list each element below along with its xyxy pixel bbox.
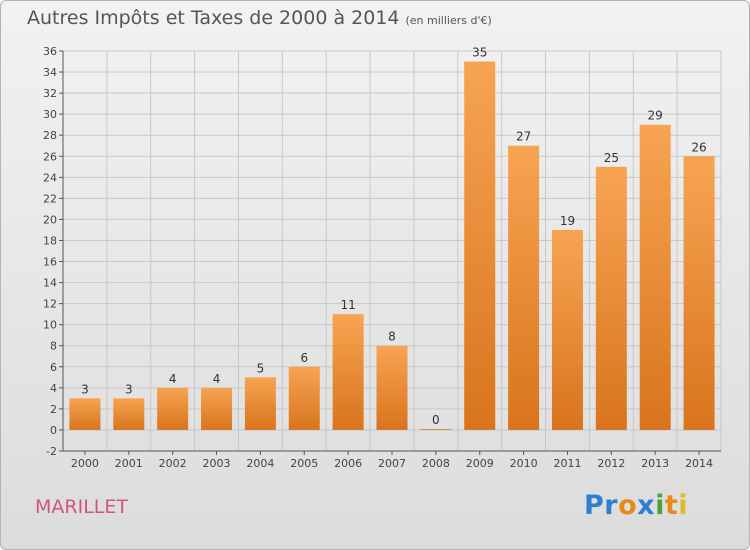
y-tick-label: 32 [43, 87, 57, 100]
x-tick-label: 2011 [553, 457, 581, 470]
y-tick-label: 18 [43, 234, 57, 247]
bar [288, 366, 320, 430]
y-tick-label: 8 [50, 340, 57, 353]
data-label: 35 [472, 46, 487, 60]
y-tick-label: 2 [50, 403, 57, 416]
data-label: 27 [516, 130, 531, 144]
title-unit: (en milliers d'€) [405, 14, 492, 27]
title-main: Autres Impôts et Taxes de 2000 à 2014 [27, 7, 400, 29]
bar [551, 229, 583, 430]
data-label: 26 [691, 140, 706, 154]
x-tick-label: 2010 [510, 457, 538, 470]
logo-part: i [678, 490, 689, 521]
data-label: 5 [257, 361, 265, 375]
x-tick-label: 2004 [246, 457, 274, 470]
data-label: 3 [125, 382, 133, 396]
logo-part: i [655, 490, 665, 521]
bar [201, 387, 233, 430]
x-tick-label: 2005 [290, 457, 318, 470]
data-label: 3 [81, 382, 89, 396]
y-tick-label: -2 [46, 445, 57, 458]
y-tick-label: 26 [43, 150, 57, 163]
data-label: 11 [340, 298, 355, 312]
y-tick-label: 28 [43, 129, 57, 142]
y-tick-label: 0 [50, 424, 57, 437]
y-tick-label: 4 [50, 382, 57, 395]
data-label: 4 [213, 372, 221, 386]
bar [639, 124, 671, 430]
y-tick-label: 6 [50, 361, 57, 374]
bar [420, 428, 452, 430]
x-tick-label: 2008 [422, 457, 450, 470]
y-tick-label: 20 [43, 213, 57, 226]
x-tick-label: 2006 [334, 457, 362, 470]
y-tick-label: 24 [43, 171, 57, 184]
bar [69, 398, 101, 430]
bar [244, 377, 276, 430]
commune-name: MARILLET [35, 496, 128, 518]
x-tick-label: 2000 [71, 457, 99, 470]
x-tick-label: 2001 [115, 457, 143, 470]
y-tick-label: 12 [43, 298, 57, 311]
x-tick-label: 2009 [466, 457, 494, 470]
logo-part: o [618, 490, 638, 521]
chart-title: Autres Impôts et Taxes de 2000 à 2014 (en… [27, 7, 492, 29]
bar [157, 387, 189, 430]
bar [332, 314, 364, 430]
y-tick-label: 10 [43, 319, 57, 332]
data-label: 29 [648, 109, 663, 123]
proxiti-logo: Proxiti [584, 490, 688, 521]
bar [464, 61, 496, 430]
bar [376, 345, 408, 430]
data-label: 19 [560, 214, 575, 228]
bar [113, 398, 145, 430]
x-tick-label: 2013 [641, 457, 669, 470]
bar [508, 145, 540, 430]
data-label: 0 [432, 413, 440, 427]
bar [683, 156, 715, 430]
x-tick-label: 2003 [203, 457, 231, 470]
x-tick-label: 2007 [378, 457, 406, 470]
logo-part: x [637, 490, 656, 521]
y-tick-label: 36 [43, 45, 57, 58]
x-tick-label: 2014 [685, 457, 713, 470]
logo-part: t [664, 490, 679, 521]
y-tick-label: 14 [43, 277, 57, 290]
y-tick-label: 30 [43, 108, 57, 121]
data-label: 8 [388, 330, 396, 344]
y-tick-label: 34 [43, 66, 57, 79]
y-tick-label: 16 [43, 256, 57, 269]
data-label: 25 [604, 151, 619, 165]
logo-part: Pr [584, 490, 619, 521]
y-tick-label: 22 [43, 192, 57, 205]
x-tick-label: 2002 [159, 457, 187, 470]
data-label: 6 [300, 351, 308, 365]
data-label: 4 [169, 372, 177, 386]
bar [595, 166, 627, 430]
x-tick-label: 2012 [597, 457, 625, 470]
